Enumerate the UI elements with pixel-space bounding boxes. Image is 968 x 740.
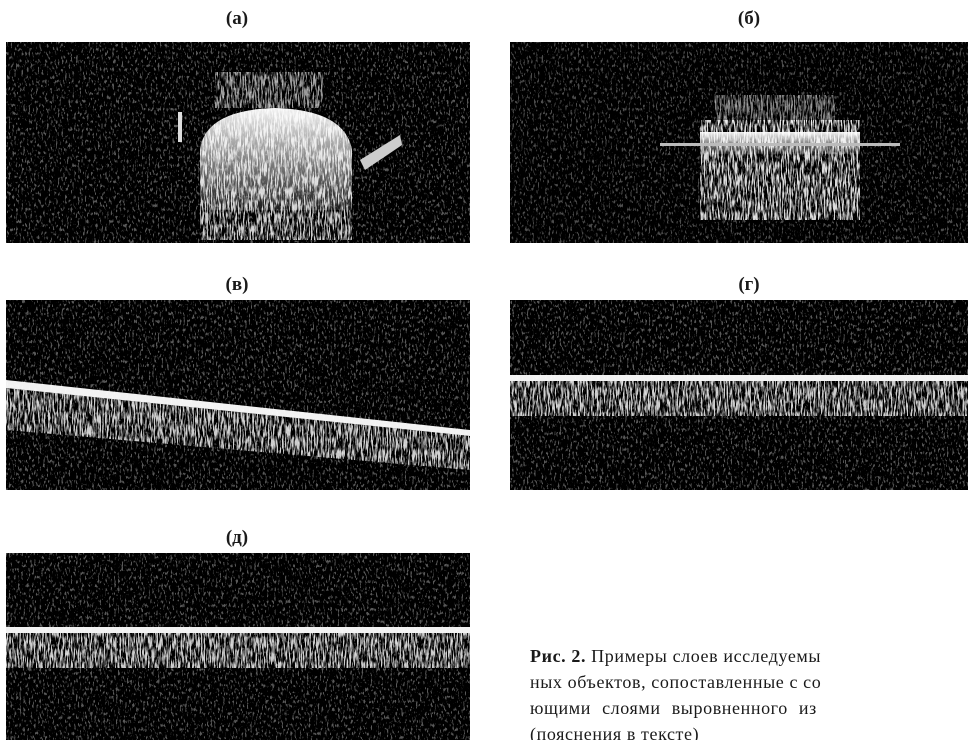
panel-label: (а) — [226, 8, 248, 29]
caption-line: Рис. 2. Примеры слоев исследуемы — [530, 646, 821, 666]
panel-label: (в) — [226, 274, 249, 295]
caption-lead: Рис. 2. — [530, 646, 586, 666]
caption-text: Примеры слоев исследуемы — [586, 646, 821, 666]
image-panel — [510, 42, 968, 243]
image-panel — [6, 42, 470, 243]
image-panel — [6, 300, 470, 490]
panel-label: (д) — [226, 527, 248, 548]
caption-line: ющими слоями выровненного из — [530, 698, 817, 718]
caption-line: ных объектов, сопоставленные с со — [530, 672, 821, 692]
image-panel — [6, 553, 470, 740]
caption-line: (пояснения в тексте) — [530, 724, 699, 740]
panel-label: (г) — [738, 274, 759, 295]
page: (а) (б) (в) (г) (д) — [0, 0, 968, 740]
image-panel — [510, 300, 968, 490]
figure: (а) (б) (в) (г) (д) — [0, 0, 968, 740]
panel-label: (б) — [738, 8, 760, 29]
